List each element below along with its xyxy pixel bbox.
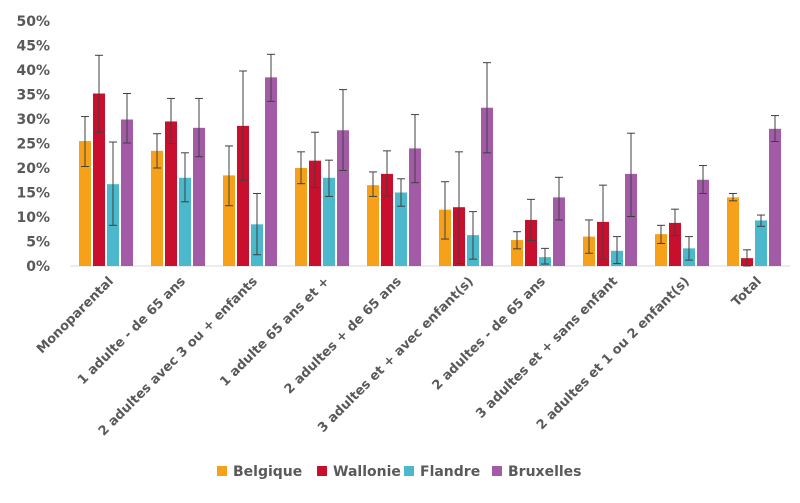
x-tick-label: Monoparental — [34, 274, 117, 357]
legend-swatch-belgique — [217, 466, 227, 476]
bar-wallonie-0 — [93, 93, 105, 267]
bar-bruxelles-3 — [337, 130, 349, 266]
bar-bruxelles-9 — [769, 128, 781, 266]
bar-bruxelles-5 — [481, 107, 493, 266]
bar-bruxelles-2 — [265, 77, 277, 266]
legend-label-belgique: Belgique — [233, 464, 302, 480]
bar-belgique-8 — [655, 234, 667, 266]
y-tick-label: 0% — [26, 259, 50, 275]
bar-bruxelles-0 — [121, 119, 133, 267]
bar-belgique-0 — [79, 141, 91, 266]
bar-belgique-9 — [727, 197, 739, 266]
bar-flandre-9 — [755, 220, 767, 266]
x-tick-label: Total — [729, 274, 765, 310]
legend-label-wallonie: Wallonie — [333, 464, 401, 480]
bar-wallonie-6 — [525, 219, 537, 266]
y-tick-label: 10% — [16, 210, 50, 226]
y-tick-label: 45% — [16, 39, 50, 55]
x-tick-label: 2 adultes + de 65 ans — [282, 274, 405, 397]
bar-belgique-2 — [223, 175, 235, 266]
legend: Belgique Wallonie Flandre Bruxelles — [217, 464, 582, 480]
bar-bruxelles-1 — [193, 127, 205, 266]
bar-bruxelles-6 — [553, 197, 565, 266]
y-tick-label: 35% — [16, 88, 50, 104]
y-tick-label: 15% — [16, 186, 50, 202]
bar-bruxelles-8 — [697, 179, 709, 266]
bar-wallonie-2 — [237, 125, 249, 266]
bar-wallonie-4 — [381, 173, 393, 266]
bar-flandre-1 — [179, 177, 191, 266]
y-tick-label: 50% — [16, 14, 50, 30]
bar-bruxelles-7 — [625, 173, 637, 266]
y-tick-label: 30% — [16, 112, 50, 128]
legend-label-bruxelles: Bruxelles — [508, 464, 582, 480]
legend-swatch-flandre — [404, 466, 414, 476]
bar-belgique-6 — [511, 240, 523, 266]
bar-belgique-3 — [295, 168, 307, 266]
bar-belgique-4 — [367, 185, 379, 266]
bar-wallonie-8 — [669, 222, 681, 266]
y-tick-label: 20% — [16, 161, 50, 177]
legend-swatch-bruxelles — [492, 466, 502, 476]
legend-label-flandre: Flandre — [420, 464, 480, 480]
x-tick-label: 3 adultes et + avec enfant(s) — [315, 274, 477, 436]
bar-series-group — [79, 53, 781, 267]
bar-flandre-4 — [395, 192, 407, 266]
y-tick-label: 25% — [16, 137, 50, 153]
legend-swatch-wallonie — [317, 466, 327, 476]
bar-flandre-3 — [323, 177, 335, 266]
bar-wallonie-1 — [165, 121, 177, 266]
x-tick-label: 2 adultes avec 3 ou + enfants — [96, 274, 261, 439]
bar-bruxelles-4 — [409, 148, 421, 266]
x-tick-label: 2 adultes et 1 ou 2 enfant(s) — [534, 274, 693, 433]
y-axis: 0% 5% 10% 15% 20% 25% 30% 35% 40% 45% 50% — [16, 14, 790, 275]
x-tick-label: 3 adultes et + sans enfant — [473, 274, 621, 422]
y-tick-label: 40% — [16, 63, 50, 79]
bar-belgique-1 — [151, 150, 163, 266]
y-tick-label: 5% — [26, 235, 50, 251]
bar-wallonie-3 — [309, 160, 321, 266]
